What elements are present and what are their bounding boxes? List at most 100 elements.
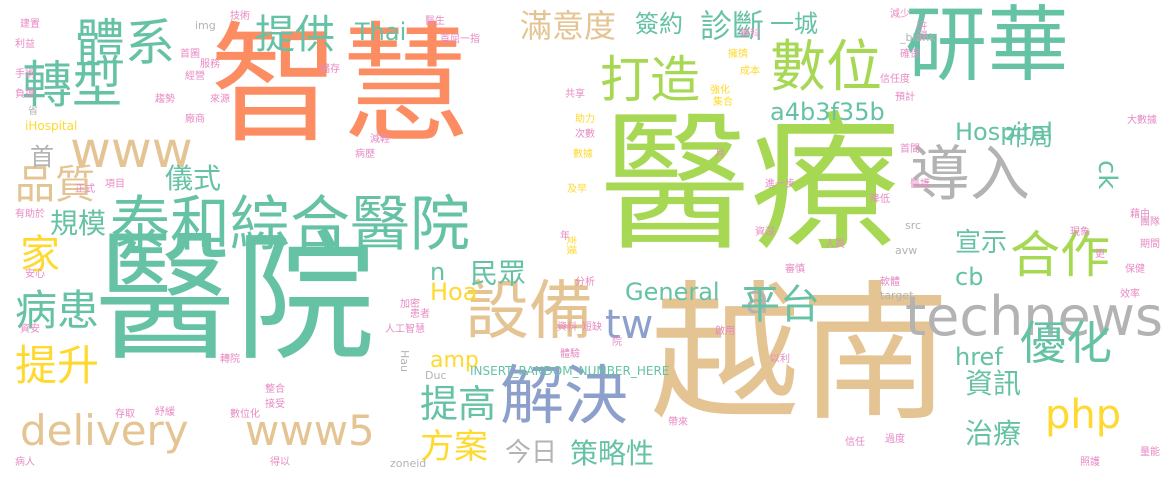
cloud-word: 醫護 bbox=[910, 179, 930, 190]
cloud-word: 體驗 bbox=[560, 349, 580, 360]
cloud-word: cb bbox=[955, 263, 984, 291]
cloud-word: php bbox=[1045, 392, 1122, 438]
cloud-word: 信任 bbox=[845, 437, 865, 448]
cloud-word: 照護 bbox=[1080, 457, 1100, 468]
cloud-word: 紓緩 bbox=[155, 407, 175, 418]
cloud-word: 接受 bbox=[265, 399, 285, 410]
cloud-word: INSERT_RANDOM_NUMBER_HERE bbox=[470, 364, 670, 378]
cloud-word: Hau bbox=[398, 350, 411, 372]
cloud-word: 首間 bbox=[900, 144, 920, 155]
cloud-word: href bbox=[955, 343, 1003, 371]
cloud-word: 月 bbox=[715, 149, 725, 160]
cloud-word: 人員 bbox=[825, 239, 845, 250]
cloud-word: 數位 bbox=[770, 35, 882, 100]
cloud-word: 數位化 bbox=[230, 409, 260, 420]
cloud-word: 整合 bbox=[265, 384, 285, 395]
cloud-word: 有助於 bbox=[15, 209, 45, 220]
cloud-word: 越南 bbox=[650, 268, 951, 442]
cloud-word: iHospital bbox=[25, 119, 78, 133]
cloud-word: a4b3f35b bbox=[770, 98, 885, 126]
cloud-word: 助力 bbox=[575, 114, 595, 125]
cloud-word: 團隊 bbox=[1140, 217, 1160, 228]
cloud-word: 減少 bbox=[890, 9, 910, 20]
cloud-word: 儲存 bbox=[320, 64, 340, 75]
cloud-word: ck bbox=[1092, 160, 1122, 190]
cloud-word: 以利 bbox=[770, 354, 790, 365]
cloud-word: zoneid bbox=[390, 457, 427, 470]
cloud-word: 加密 bbox=[400, 299, 420, 310]
cloud-word: 量能 bbox=[1140, 447, 1160, 458]
cloud-word: 藉由 bbox=[1130, 209, 1150, 220]
cloud-word: 布局 bbox=[1005, 123, 1053, 151]
cloud-word: 泰和綜合醫院 bbox=[110, 190, 470, 260]
cloud-word: 人工智慧 bbox=[385, 324, 425, 335]
cloud-word: 審慎 bbox=[785, 264, 805, 275]
cloud-word: 轉院 bbox=[220, 354, 240, 365]
cloud-word: 服務 bbox=[200, 59, 220, 70]
cloud-word: 一城 bbox=[770, 10, 818, 38]
cloud-word: 首 bbox=[30, 143, 54, 171]
cloud-word: 降低 bbox=[870, 194, 890, 205]
cloud-word: 醫生 bbox=[425, 16, 445, 27]
cloud-word: 患者 bbox=[410, 309, 430, 320]
cloud-word: General bbox=[625, 278, 720, 306]
cloud-word: 存取 bbox=[115, 409, 135, 420]
cloud-word: 年 bbox=[560, 231, 570, 242]
cloud-word: 體系 bbox=[75, 14, 175, 72]
cloud-word: 提供 bbox=[255, 12, 335, 58]
cloud-word: img bbox=[195, 19, 216, 32]
cloud-word: Thai bbox=[355, 18, 407, 46]
cloud-word: 現象 bbox=[1070, 227, 1090, 238]
cloud-word: 進一步 bbox=[765, 179, 795, 190]
cloud-word: 手術 bbox=[15, 69, 35, 80]
cloud-word: Duc bbox=[425, 369, 447, 382]
cloud-word: 確保 bbox=[900, 49, 920, 60]
cloud-word: 帶來 bbox=[668, 417, 688, 428]
cloud-word: technews bbox=[905, 285, 1164, 348]
cloud-word: 方案 bbox=[420, 427, 488, 467]
cloud-word: 大數據 bbox=[1127, 115, 1157, 126]
cloud-word: 成本 bbox=[740, 66, 760, 77]
cloud-word: 得以 bbox=[270, 457, 290, 468]
cloud-word: target bbox=[880, 289, 914, 302]
cloud-word: 病患 bbox=[15, 286, 100, 335]
cloud-word: 項目 bbox=[105, 179, 125, 190]
cloud-word: 省 bbox=[28, 106, 38, 117]
cloud-word: 打造 bbox=[600, 51, 700, 109]
cloud-word: 更 bbox=[1095, 249, 1105, 260]
cloud-word: 建置 bbox=[20, 19, 40, 30]
cloud-word: delivery bbox=[20, 406, 189, 455]
cloud-word: 次數 bbox=[575, 129, 595, 140]
cloud-word: 民眾 bbox=[470, 257, 527, 290]
cloud-word: 首屈一指 bbox=[440, 34, 480, 45]
cloud-word: tw bbox=[605, 302, 654, 348]
cloud-word: 來源 bbox=[210, 94, 230, 105]
cloud-word: 品質 bbox=[15, 162, 95, 208]
cloud-word: 策略性 bbox=[570, 437, 655, 470]
cloud-word: 數據 bbox=[573, 149, 593, 160]
cloud-word: 宣示 bbox=[955, 228, 1008, 258]
cloud-word: 減輕 bbox=[370, 134, 390, 145]
cloud-word: 啟用 bbox=[715, 326, 735, 337]
cloud-word: Hospital bbox=[955, 118, 1053, 146]
cloud-word: a bbox=[745, 277, 770, 323]
cloud-word: 診斷 bbox=[700, 7, 765, 45]
cloud-word: 趨勢 bbox=[155, 94, 175, 105]
cloud-word: 滿意度 bbox=[520, 7, 617, 45]
cloud-word: 導入 bbox=[910, 140, 1030, 210]
cloud-word: 資訊 bbox=[965, 367, 1022, 400]
cloud-word: 醫療 bbox=[600, 98, 901, 272]
cloud-word: 資深 bbox=[755, 227, 775, 238]
cloud-word: 簽約 bbox=[635, 10, 683, 38]
cloud-word: _blank bbox=[900, 31, 936, 44]
cloud-word: 院 bbox=[612, 337, 622, 348]
cloud-word: 經營 bbox=[185, 71, 205, 82]
cloud-word: avw bbox=[895, 244, 918, 257]
cloud-word: 安心 bbox=[25, 269, 45, 280]
cloud-word: 期間 bbox=[1140, 239, 1160, 250]
cloud-word: 資安 bbox=[20, 324, 40, 335]
cloud-word: 醫院 bbox=[95, 218, 376, 381]
cloud-word: 平台 bbox=[740, 282, 820, 328]
cloud-word: 負擔 bbox=[15, 89, 35, 100]
